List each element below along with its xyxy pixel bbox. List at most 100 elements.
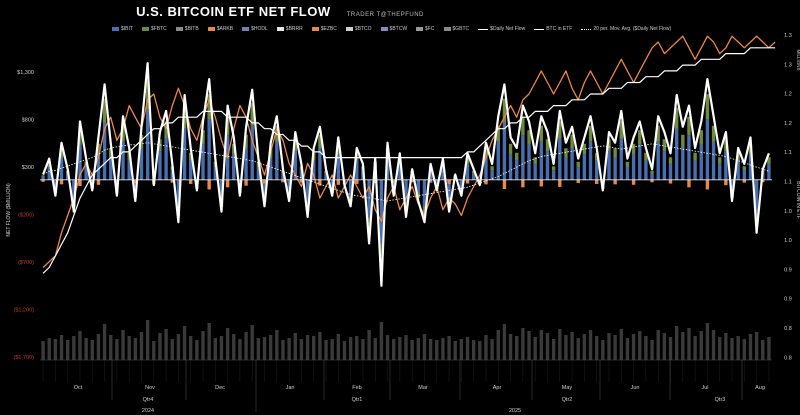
bar-fbtc xyxy=(219,198,224,207)
bar-ibit xyxy=(539,141,544,180)
quarter-label: Qtr1 xyxy=(352,397,363,403)
legend-swatch xyxy=(141,27,149,31)
bar-fbtc xyxy=(404,202,408,212)
y-left-tick: ($1,200) xyxy=(14,308,35,314)
bar-ibit xyxy=(435,179,439,187)
legend-item: $Daily Net Flow xyxy=(478,26,525,32)
bar-gbtc xyxy=(662,333,667,360)
bar-ibit xyxy=(121,141,125,180)
bar-arkb xyxy=(484,179,488,185)
bar-gbtc xyxy=(182,326,187,360)
bar-arkb xyxy=(539,179,544,187)
bar-ibit xyxy=(244,148,248,180)
bar-gbtc xyxy=(53,339,58,360)
bar-ibit xyxy=(379,179,384,244)
bar-arkb xyxy=(170,179,174,183)
bar-gbtc xyxy=(121,330,125,360)
legend-label: 20 per. Mov. Avg. ($Daily Net Flow) xyxy=(593,26,672,32)
bar-fbtc xyxy=(90,186,94,189)
legend-swatch xyxy=(175,27,183,31)
bar-ibit xyxy=(668,163,673,180)
bar-fbtc xyxy=(539,125,544,142)
y-left-axis-label: NET FLOW ($MILLION) xyxy=(6,183,12,237)
bar-gbtc xyxy=(681,332,685,360)
bar-arkb xyxy=(650,179,654,183)
bar-fbtc xyxy=(275,125,279,142)
month-label: Apr xyxy=(493,385,502,391)
bar-ibit xyxy=(127,160,131,180)
bar-fbtc xyxy=(650,170,654,174)
bar-fbtc xyxy=(373,161,377,168)
bar-fbtc xyxy=(551,166,556,171)
bar-gbtc xyxy=(250,325,254,360)
bar-fbtc xyxy=(262,195,267,203)
bar-fbtc xyxy=(410,170,414,174)
bar-ibit xyxy=(268,157,273,180)
bar-gbtc xyxy=(305,335,310,360)
bar-gbtc xyxy=(41,341,45,360)
bar-ibit xyxy=(281,173,285,180)
bar-ibit xyxy=(361,170,365,180)
bar-fbtc xyxy=(545,139,550,152)
bar-fbtc xyxy=(170,166,174,171)
bar-fbtc xyxy=(189,152,193,161)
bar-fbtc xyxy=(232,143,236,155)
bar-gbtc xyxy=(158,333,162,360)
bar-fbtc xyxy=(392,189,396,194)
legend-label: $EZBC xyxy=(320,26,337,32)
bar-gbtc xyxy=(601,340,605,360)
bar-gbtc xyxy=(730,338,734,360)
bar-gbtc xyxy=(139,332,144,360)
bar-fbtc xyxy=(348,195,353,203)
bar-fbtc xyxy=(502,98,507,123)
bar-gbtc xyxy=(152,341,156,360)
bar-fbtc xyxy=(238,189,242,194)
y-left-tick: $300 xyxy=(22,165,34,171)
bar-fbtc xyxy=(435,186,439,189)
year-label: 2024 xyxy=(142,408,154,414)
bar-fbtc xyxy=(447,198,451,207)
bar-arkb xyxy=(336,179,341,185)
y-right-tick: 1.1 xyxy=(784,180,792,186)
legend-label: $FBTC xyxy=(150,26,167,32)
bar-gbtc xyxy=(711,330,716,360)
month-label: Nov xyxy=(145,385,155,391)
bar-fbtc xyxy=(656,125,660,142)
legend-swatch xyxy=(581,28,592,30)
bar-gbtc xyxy=(693,336,697,360)
bar-gbtc xyxy=(754,332,759,360)
bar-gbtc xyxy=(336,334,341,360)
bar-arkb xyxy=(687,179,691,188)
bar-ibit xyxy=(711,141,716,180)
bar-fbtc xyxy=(465,157,470,164)
month-label: May xyxy=(562,385,573,391)
bar-fbtc xyxy=(471,170,476,174)
bar-gbtc xyxy=(47,338,51,360)
month-label: Jan xyxy=(286,385,295,391)
bar-ibit xyxy=(102,122,107,180)
y-left-tick: $800 xyxy=(22,118,34,124)
legend-item: $IBIT xyxy=(112,26,133,32)
y-right-tick: 1.3 xyxy=(784,62,792,68)
bar-arkb xyxy=(576,179,580,184)
bar-fbtc xyxy=(78,130,82,145)
bar-ibit xyxy=(521,135,525,180)
legend-swatch xyxy=(311,27,319,31)
bar-ibit xyxy=(385,157,390,180)
bar-gbtc xyxy=(385,335,390,360)
bar-fbtc xyxy=(244,134,248,148)
bar-fbtc xyxy=(742,166,747,171)
legend-label: $HODL xyxy=(251,26,268,32)
bar-gbtc xyxy=(551,339,556,360)
y-left-tick: ($200) xyxy=(18,213,34,219)
bar-arkb xyxy=(594,179,599,184)
bar-fbtc xyxy=(109,148,113,158)
bar-ibit xyxy=(164,138,168,180)
bar-fbtc xyxy=(152,182,156,185)
bar-gbtc xyxy=(361,339,365,360)
bar-fbtc xyxy=(182,107,187,129)
quarter-label: Qtr2 xyxy=(562,397,573,403)
legend-label: $BRRR xyxy=(285,26,303,32)
bar-ibit xyxy=(373,167,377,180)
bar-arkb xyxy=(558,179,562,187)
